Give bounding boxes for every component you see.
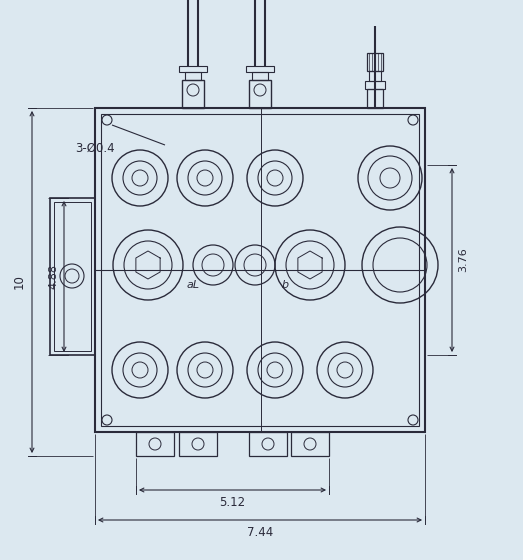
Bar xyxy=(252,72,268,80)
Text: aL: aL xyxy=(186,280,200,290)
Bar xyxy=(179,432,217,456)
Text: 10: 10 xyxy=(13,274,26,290)
Text: 3.76: 3.76 xyxy=(458,248,468,272)
Bar xyxy=(249,432,287,456)
Bar xyxy=(182,80,204,108)
Bar xyxy=(185,72,201,80)
Bar xyxy=(179,66,207,72)
Bar xyxy=(50,198,95,355)
Text: 5.12: 5.12 xyxy=(220,496,246,509)
Bar xyxy=(367,89,383,108)
Text: 3-Ø0.4: 3-Ø0.4 xyxy=(75,142,115,155)
Bar xyxy=(369,71,381,81)
Text: 7.44: 7.44 xyxy=(247,526,273,539)
Bar xyxy=(246,66,274,72)
Text: 4.88: 4.88 xyxy=(48,264,58,289)
Bar xyxy=(136,432,174,456)
Bar xyxy=(249,80,271,108)
Bar xyxy=(367,53,383,71)
Text: b: b xyxy=(281,280,289,290)
Bar xyxy=(54,202,91,351)
Bar xyxy=(101,114,419,426)
Bar xyxy=(365,81,385,89)
Bar xyxy=(95,108,425,432)
Bar xyxy=(291,432,329,456)
